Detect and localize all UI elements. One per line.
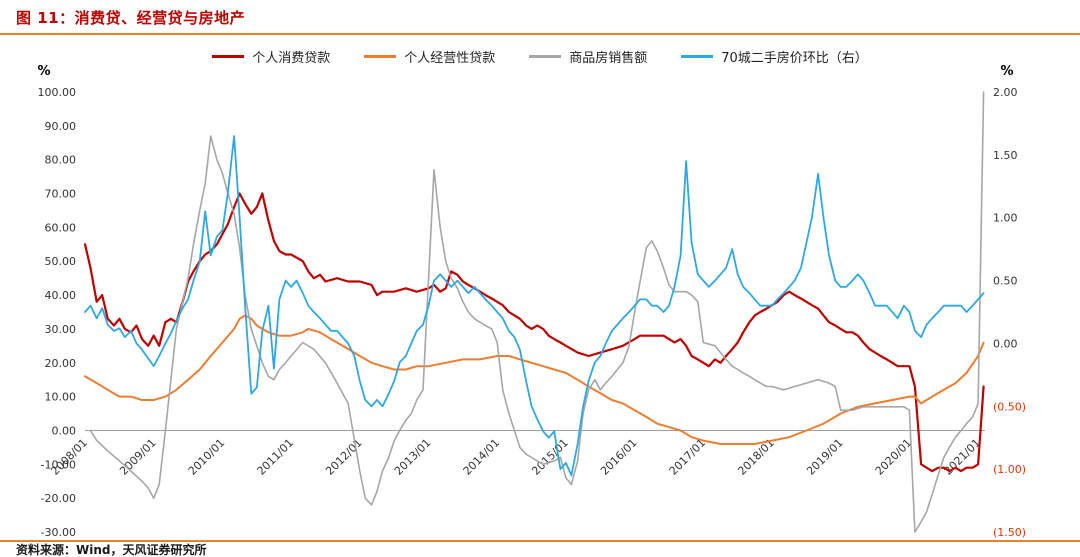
svg-text:1.50: 1.50	[993, 149, 1018, 162]
page-title: 图 11：消费贷、经营贷与房地产	[16, 9, 246, 27]
svg-text:2009/01: 2009/01	[117, 436, 159, 478]
legend-item-price-mom: 70城二手房价环比（右）	[681, 47, 868, 66]
svg-text:40.00: 40.00	[45, 289, 77, 302]
svg-text:2010/01: 2010/01	[186, 436, 228, 478]
chart-legend: 个人消费贷款 个人经营性贷款 商品房销售额 70城二手房价环比（右）	[0, 47, 1080, 66]
legend-line-swatch	[212, 55, 245, 58]
svg-text:100.00: 100.00	[38, 86, 77, 99]
legend-item-housing-sales: 商品房销售额	[529, 47, 647, 66]
svg-text:(1.50): (1.50)	[993, 526, 1026, 539]
svg-text:2008/01: 2008/01	[48, 436, 90, 478]
svg-text:2011/01: 2011/01	[255, 436, 297, 478]
svg-text:0.00: 0.00	[52, 424, 77, 437]
svg-text:(1.00): (1.00)	[993, 463, 1026, 476]
legend-label: 个人经营性贷款	[404, 51, 496, 66]
legend-line-swatch	[529, 55, 562, 58]
svg-text:50.00: 50.00	[45, 255, 77, 268]
svg-text:2017/01: 2017/01	[667, 436, 709, 478]
svg-text:2.00: 2.00	[993, 86, 1018, 99]
svg-text:-10.00: -10.00	[41, 458, 76, 471]
svg-text:90.00: 90.00	[45, 120, 77, 133]
chart-area: 个人消费贷款 个人经营性贷款 商品房销售额 70城二手房价环比（右） 100.0…	[0, 35, 1080, 540]
svg-text:60.00: 60.00	[45, 221, 77, 234]
svg-text:30.00: 30.00	[45, 323, 77, 336]
svg-text:2018/01: 2018/01	[735, 436, 777, 478]
svg-text:80.00: 80.00	[45, 154, 77, 167]
legend-line-swatch	[364, 55, 397, 58]
svg-text:0.00: 0.00	[993, 337, 1018, 350]
svg-text:%: %	[1000, 64, 1013, 79]
svg-text:-20.00: -20.00	[41, 492, 76, 505]
svg-text:70.00: 70.00	[45, 188, 77, 201]
legend-line-swatch	[681, 55, 714, 58]
legend-item-business-loan: 个人经营性贷款	[364, 47, 495, 66]
svg-text:2020/01: 2020/01	[873, 436, 915, 478]
svg-text:0.50: 0.50	[993, 275, 1018, 288]
svg-text:20.00: 20.00	[45, 357, 77, 370]
svg-text:2014/01: 2014/01	[461, 436, 503, 478]
svg-text:%: %	[37, 64, 50, 79]
svg-text:10.00: 10.00	[45, 391, 77, 404]
legend-label: 个人消费贷款	[252, 51, 331, 66]
legend-label: 70城二手房价环比（右）	[721, 51, 868, 66]
svg-text:2012/01: 2012/01	[323, 436, 365, 478]
chart-plot: 100.00 90.00 80.00 70.00 60.00 50.00 40.00 30.0…	[37, 64, 1026, 539]
svg-text:2013/01: 2013/01	[392, 436, 434, 478]
figure-footer: 资料来源：Wind，天风证券研究所	[0, 540, 1080, 557]
legend-label: 商品房销售额	[569, 51, 648, 66]
legend-item-consumer-loan: 个人消费贷款	[212, 47, 330, 66]
svg-text:-30.00: -30.00	[41, 526, 76, 539]
figure-header: 图 11：消费贷、经营贷与房地产	[0, 0, 1080, 35]
svg-text:1.00: 1.00	[993, 212, 1018, 225]
svg-text:2016/01: 2016/01	[598, 436, 640, 478]
source-note: 资料来源：Wind，天风证券研究所	[16, 543, 207, 557]
svg-text:(0.50): (0.50)	[993, 400, 1026, 413]
svg-text:2019/01: 2019/01	[804, 436, 846, 478]
